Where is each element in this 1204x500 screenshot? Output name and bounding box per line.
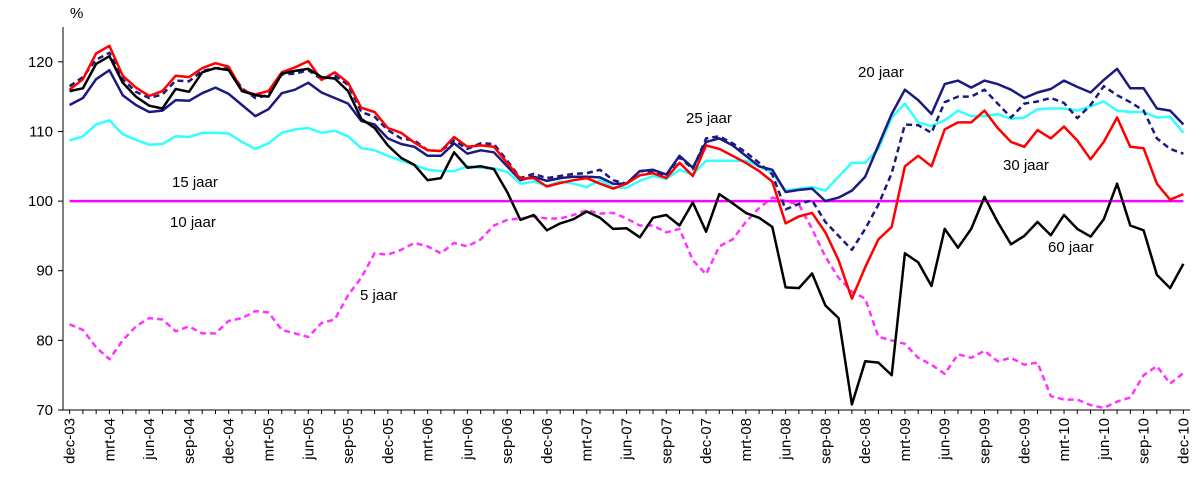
x-tick-label: jun-06 xyxy=(459,418,476,461)
x-tick-label: sep-05 xyxy=(340,418,357,464)
series-line xyxy=(69,196,1185,410)
x-tick-label: mrt-10 xyxy=(1056,418,1073,461)
y-tick-label: 90 xyxy=(36,263,53,280)
y-tick-label: 100 xyxy=(28,193,53,210)
x-tick-label: mrt-05 xyxy=(261,418,278,461)
x-tick-label: jun-09 xyxy=(937,418,954,461)
x-tick-label: jun-08 xyxy=(778,418,795,461)
x-tick-label: jun-04 xyxy=(141,418,158,461)
x-tick-label: jun-07 xyxy=(619,418,636,461)
y-tick-label: 70 xyxy=(36,402,53,419)
x-tick-label: dec-07 xyxy=(698,418,715,464)
x-tick-label: jun-05 xyxy=(300,418,317,461)
x-tick-label: mrt-07 xyxy=(579,418,596,461)
x-tick-label: sep-07 xyxy=(658,418,675,464)
x-tick-label: mrt-04 xyxy=(101,418,118,461)
x-tick-label: sep-09 xyxy=(976,418,993,464)
x-tick-label: mrt-09 xyxy=(897,418,914,461)
x-tick-label: dec-08 xyxy=(857,418,874,464)
series-line xyxy=(69,54,1185,406)
y-tick-label: 110 xyxy=(29,123,53,140)
x-tick-label: mrt-06 xyxy=(420,418,437,461)
x-tick-label: jun-10 xyxy=(1096,418,1113,461)
x-tick-label: dec-04 xyxy=(221,418,238,464)
series-label: 20 jaar xyxy=(858,64,904,81)
series-label: 60 jaar xyxy=(1048,239,1094,256)
series-line xyxy=(69,100,1185,192)
x-tick-label: sep-06 xyxy=(499,418,516,464)
x-tick-label: sep-10 xyxy=(1136,418,1153,464)
x-tick-label: dec-06 xyxy=(539,418,556,464)
y-axis-label: % xyxy=(70,5,83,22)
series-label: 25 jaar xyxy=(686,110,732,127)
x-tick-label: dec-05 xyxy=(380,418,397,464)
series-label: 5 jaar xyxy=(360,287,398,304)
x-tick-label: sep-04 xyxy=(181,418,198,464)
series-line xyxy=(69,67,1185,203)
y-tick-label: 120 xyxy=(28,54,53,71)
x-tick-label: mrt-08 xyxy=(738,418,755,461)
x-tick-label: sep-08 xyxy=(817,418,834,464)
x-tick-label: dec-10 xyxy=(1175,418,1192,464)
series-label: 30 jaar xyxy=(1003,157,1049,174)
series-label: 10 jaar xyxy=(170,214,216,231)
series-label: 15 jaar xyxy=(172,174,218,191)
x-tick-label: dec-03 xyxy=(62,418,79,464)
y-tick-label: 80 xyxy=(36,332,53,349)
x-tick-label: dec-09 xyxy=(1016,418,1033,464)
